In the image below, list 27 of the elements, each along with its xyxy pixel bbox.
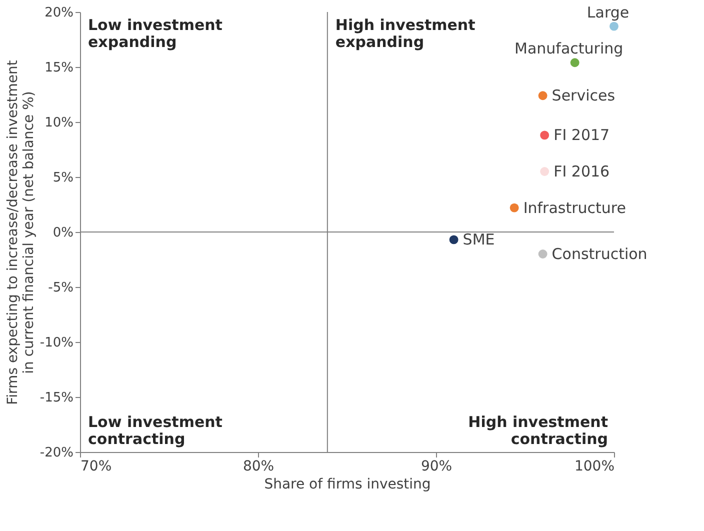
x-axis-title: Share of firms investing xyxy=(264,476,431,492)
y-tick-label: -20% xyxy=(40,446,74,460)
y-tick-label: 10% xyxy=(44,116,74,130)
series-label: Large xyxy=(586,3,630,22)
series-label: Manufacturing xyxy=(514,40,624,58)
y-axis-title: Firms expecting to increase/decrease investment in current financial year (net balance %) xyxy=(4,60,37,405)
series-label: SME xyxy=(462,230,495,249)
x-tick-label: 80% xyxy=(242,458,274,474)
series-label: Infrastructure xyxy=(523,198,626,217)
series-label: Services xyxy=(552,86,616,105)
y-tick-label: 0% xyxy=(52,226,74,240)
x-tick-label: 90% xyxy=(420,458,452,474)
x-tick-label: 100% xyxy=(574,458,614,474)
y-tick-label: 5% xyxy=(52,170,74,186)
annotation: Low investment expanding xyxy=(88,16,222,51)
y-tick-label: -10% xyxy=(40,336,74,350)
y-tick-label: 20% xyxy=(44,6,74,20)
annotation: Low investment contracting xyxy=(88,413,222,448)
series-label: Construction xyxy=(552,245,648,263)
x-tick-label: 70% xyxy=(80,458,112,474)
y-tick-label: 15% xyxy=(44,60,74,76)
series-label: FI 2016 xyxy=(554,162,610,180)
y-tick-label: -5% xyxy=(48,280,74,296)
annotation: High investment expanding xyxy=(335,16,476,51)
y-tick-label: -15% xyxy=(40,390,74,406)
series-label: FI 2017 xyxy=(554,126,610,144)
annotation: High investment contracting xyxy=(468,413,608,448)
